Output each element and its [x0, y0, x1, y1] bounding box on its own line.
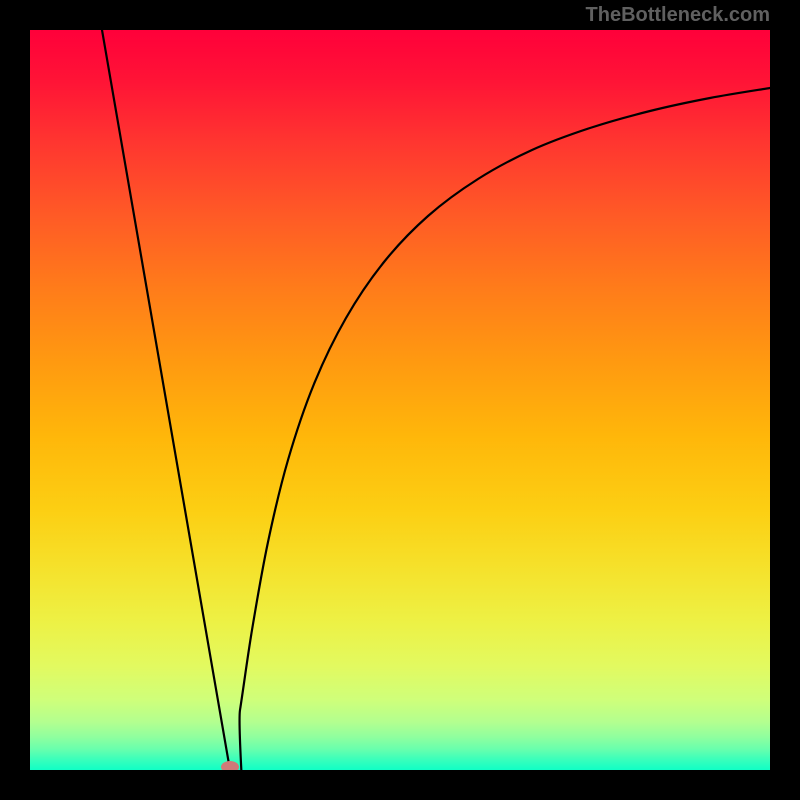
attribution-label: TheBottleneck.com — [586, 4, 770, 27]
chart-container: TheBottleneck.com — [0, 0, 800, 800]
plot-area — [30, 30, 770, 770]
gradient-background — [30, 30, 770, 770]
plot-svg — [30, 30, 770, 770]
